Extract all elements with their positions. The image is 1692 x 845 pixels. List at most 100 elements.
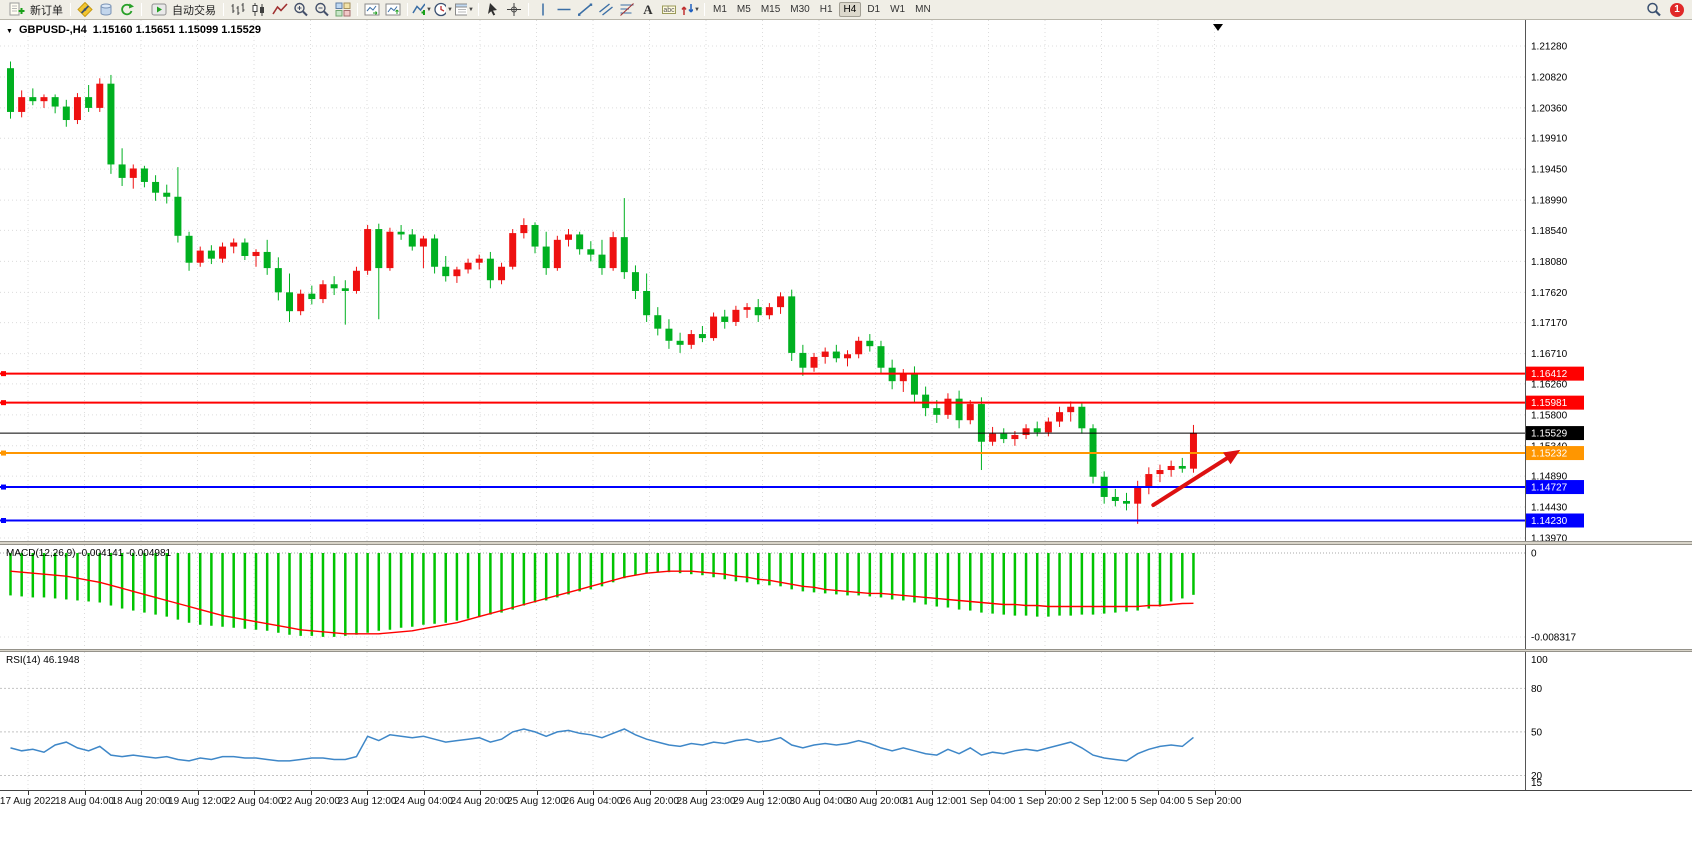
- main-chart-canvas[interactable]: 1.21280 1.20820 1.20360 1.19910 1.19450 1.189…: [0, 20, 1692, 541]
- horizontal-line-tool-icon[interactable]: [554, 1, 574, 19]
- time-tick: [1158, 791, 1159, 795]
- zoom-in-icon[interactable]: [291, 1, 311, 19]
- svg-text:1.20820: 1.20820: [1531, 72, 1568, 83]
- svg-text:1.14430: 1.14430: [1531, 503, 1568, 514]
- time-label: 31 Aug 12:00: [902, 796, 962, 807]
- channel-tool-icon[interactable]: [596, 1, 616, 19]
- autotrading-button[interactable]: 自动交易: [146, 1, 219, 19]
- time-tick: [706, 791, 707, 795]
- text-label-tool-icon[interactable]: abc: [659, 1, 679, 19]
- line-chart-icon[interactable]: [270, 1, 290, 19]
- text-tool-icon[interactable]: A: [638, 1, 658, 19]
- macd-canvas[interactable]: 0 -0.008317: [0, 545, 1692, 649]
- time-tick: [1045, 791, 1046, 795]
- toolbar-separator: [70, 3, 71, 16]
- time-label: 28 Aug 23:00: [676, 796, 736, 807]
- toolbar-separator: [528, 3, 529, 16]
- svg-text:1.14890: 1.14890: [1531, 472, 1568, 483]
- candlestick-chart-icon[interactable]: [249, 1, 269, 19]
- chart-shift-icon[interactable]: [383, 1, 403, 19]
- panel-splitter[interactable]: [0, 541, 1692, 545]
- search-icon[interactable]: [1644, 1, 1664, 19]
- chart-title: GBPUSD-,H4 1.15160 1.15651 1.15099 1.155…: [6, 24, 261, 36]
- time-label: 5 Sep 20:00: [1187, 796, 1242, 807]
- trend-arrow-annotation[interactable]: [1151, 452, 1236, 508]
- time-label: 18 Aug 20:00: [111, 796, 171, 807]
- hline-price-label: 1.15529: [1531, 429, 1568, 440]
- time-tick: [819, 791, 820, 795]
- hline-handle[interactable]: [1, 400, 6, 406]
- timeframe-button-m30[interactable]: M30: [790, 4, 810, 15]
- auto-scroll-icon[interactable]: [362, 1, 382, 19]
- indicators-dropdown-icon[interactable]: [412, 1, 432, 19]
- time-tick: [988, 791, 990, 795]
- timeframe-button-m5[interactable]: M5: [736, 4, 751, 15]
- hline-handle[interactable]: [1, 484, 6, 490]
- hline-handle[interactable]: [1, 371, 6, 377]
- hline-price-tag: [1526, 513, 1584, 528]
- panel-splitter[interactable]: [0, 649, 1692, 652]
- templates-icon[interactable]: [454, 1, 474, 19]
- vertical-line-tool-icon[interactable]: [533, 1, 553, 19]
- chart-window: 1.21280 1.20820 1.20360 1.19910 1.19450 1.189…: [0, 20, 1692, 845]
- bar-shift-marker[interactable]: [1213, 24, 1223, 31]
- metaeditor-compass-icon[interactable]: [75, 1, 95, 19]
- macd-label: MACD(12,26,9) -0.004141 -0.004981: [6, 548, 172, 559]
- toolbar-separator: [357, 3, 358, 16]
- hline-price-label: 1.15981: [1531, 398, 1568, 409]
- time-tick: [197, 791, 199, 795]
- time-axis[interactable]: 17 Aug 2022 18 Aug 04:00 18 Aug 20:00 19 Au…: [0, 790, 1692, 811]
- time-label: 1 Sep 04:00: [961, 796, 1016, 807]
- new-order-button[interactable]: 新订单: [4, 1, 66, 19]
- time-tick: [762, 791, 764, 795]
- notification-badge[interactable]: 1: [1670, 2, 1684, 17]
- timeframe-button-h1[interactable]: H1: [819, 4, 833, 15]
- rsi-panel: 100 80 50 20 15 RSI(14) 46.1948: [0, 652, 1692, 790]
- timeframe-button-m15[interactable]: M15: [760, 4, 781, 15]
- time-tick: [593, 791, 594, 795]
- history-center-icon[interactable]: [96, 1, 116, 19]
- toolbar-separator: [407, 3, 408, 16]
- time-label: 30 Aug 04:00: [789, 796, 849, 807]
- hline-handle[interactable]: [1, 450, 6, 456]
- ohlc-bars-chart-icon[interactable]: [228, 1, 248, 19]
- fibonacci-tool-icon[interactable]: [617, 1, 637, 19]
- tile-windows-icon[interactable]: [333, 1, 353, 19]
- collapse-quote-icon[interactable]: [6, 24, 13, 36]
- timeframe-button-d1[interactable]: D1: [867, 4, 881, 15]
- time-tick: [536, 791, 538, 795]
- time-tick: [649, 791, 651, 795]
- trendline-tool-icon[interactable]: [575, 1, 595, 19]
- refresh-icon[interactable]: [117, 1, 137, 19]
- hline-price-label: 1.14230: [1531, 516, 1568, 527]
- svg-text:15: 15: [1531, 778, 1543, 789]
- time-label: 19 Aug 12:00: [168, 796, 227, 807]
- hline-price-tag: [1526, 395, 1584, 410]
- arrows-tool-icon[interactable]: [680, 1, 700, 19]
- time-label: 24 Aug 04:00: [394, 796, 453, 807]
- time-label: 30 Aug 20:00: [846, 796, 905, 807]
- crosshair-icon[interactable]: [504, 1, 524, 19]
- cursor-icon[interactable]: [483, 1, 503, 19]
- periods-clock-icon[interactable]: [433, 1, 453, 19]
- time-label: 22 Aug 04:00: [224, 796, 284, 807]
- svg-text:1.16260: 1.16260: [1531, 379, 1568, 390]
- timeframe-button-w1[interactable]: W1: [890, 4, 906, 15]
- svg-text:-0.008317: -0.008317: [1531, 633, 1576, 644]
- toolbar: 新订单 自动交易 A abc: [0, 0, 1692, 20]
- time-label: 18 Aug 04:00: [55, 796, 114, 807]
- trend-arrow-head: [1223, 449, 1241, 465]
- timeframe-button-m1[interactable]: M1: [713, 4, 727, 15]
- svg-text:A: A: [643, 2, 653, 17]
- zoom-out-icon[interactable]: [312, 1, 332, 19]
- hline-handle[interactable]: [1, 518, 6, 524]
- svg-text:1.17170: 1.17170: [1531, 318, 1568, 329]
- hline-price-tag: [1526, 366, 1584, 381]
- svg-text:1.18540: 1.18540: [1531, 226, 1568, 237]
- timeframe-button-h4[interactable]: H4: [838, 2, 862, 17]
- time-label: 25 Aug 12:00: [507, 796, 566, 807]
- timeframe-button-mn[interactable]: MN: [915, 4, 931, 15]
- time-tick: [367, 791, 368, 795]
- time-tick: [1214, 791, 1216, 795]
